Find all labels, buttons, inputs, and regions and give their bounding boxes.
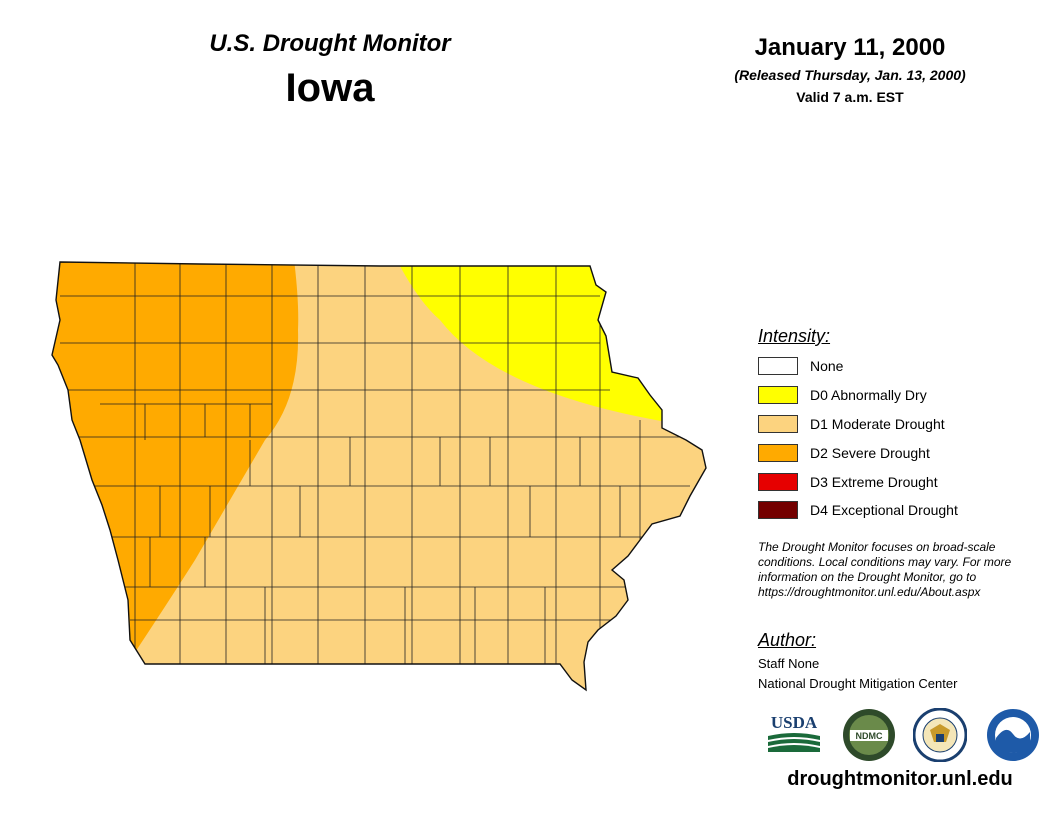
legend-swatch: [758, 444, 798, 462]
legend-item-none: None: [758, 356, 843, 376]
map-date: January 11, 2000: [754, 34, 946, 61]
iowa-drought-map: [51, 261, 707, 692]
author-organization: National Drought Mitigation Center: [758, 676, 958, 691]
legend-item-d1: D1 Moderate Drought: [758, 414, 945, 434]
legend-item-d3: D3 Extreme Drought: [758, 472, 938, 492]
state-outline: [51, 261, 707, 692]
legend-swatch: [758, 386, 798, 404]
usda-logo-text: USDA: [771, 713, 818, 732]
website-url: droughtmonitor.unl.edu: [787, 768, 1013, 790]
state-name: Iowa: [285, 66, 375, 110]
release-date: (Released Thursday, Jan. 13, 2000): [734, 67, 966, 83]
legend-label: D3 Extreme Drought: [810, 474, 938, 490]
legend-swatch: [758, 415, 798, 433]
map-title: U.S. Drought Monitor: [209, 30, 451, 57]
ndmc-logo-text: NDMC: [856, 731, 883, 741]
legend-item-d0: D0 Abnormally Dry: [758, 385, 927, 405]
disclaimer-note: The Drought Monitor focuses on broad-sca…: [758, 540, 1012, 599]
author-name: Staff None: [758, 656, 820, 671]
legend-swatch: [758, 473, 798, 491]
legend-label: D4 Exceptional Drought: [810, 502, 958, 518]
county-lines: [60, 262, 700, 664]
legend-swatch: [758, 501, 798, 519]
legend-swatch: [758, 357, 798, 375]
author-heading: Author:: [758, 630, 817, 650]
legend-item-d2: D2 Severe Drought: [758, 443, 930, 463]
commerce-seal-logo: [913, 708, 967, 762]
legend-label: D0 Abnormally Dry: [810, 387, 927, 403]
usda-logo: USDA: [768, 713, 820, 752]
valid-time: Valid 7 a.m. EST: [796, 89, 904, 105]
legend-label: D2 Severe Drought: [810, 445, 930, 461]
legend-label: None: [810, 358, 844, 374]
ndmc-logo: NDMC: [843, 709, 895, 761]
noaa-logo: [987, 709, 1039, 761]
legend-title: Intensity:: [758, 326, 831, 346]
legend-item-d4: D4 Exceptional Drought: [758, 500, 958, 520]
legend-label: D1 Moderate Drought: [810, 416, 945, 432]
